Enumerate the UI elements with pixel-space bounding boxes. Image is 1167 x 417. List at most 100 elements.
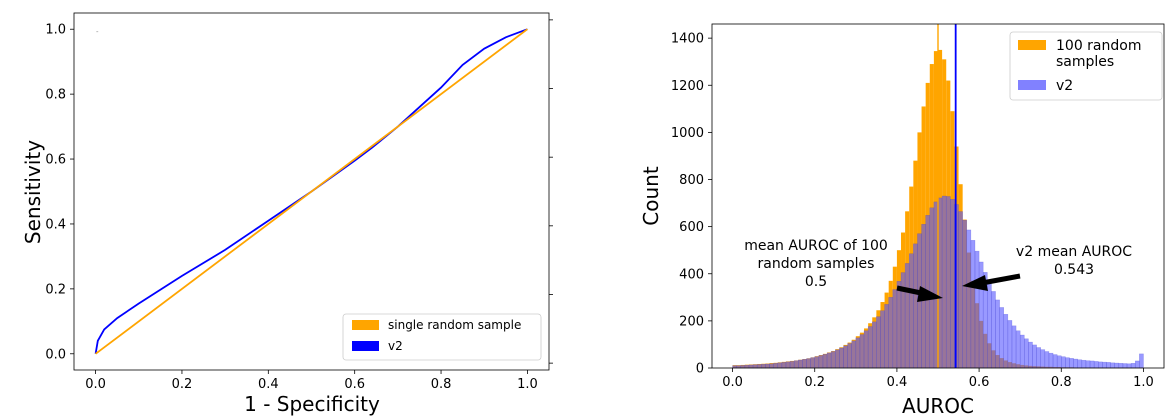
roc-x-tick-label: 0.6 [344, 377, 365, 392]
hist-bar-v2 [777, 362, 783, 369]
hist-x-tick-label: 0.2 [804, 375, 825, 390]
hist-bar-v2 [863, 330, 869, 369]
hist-bar-v2 [962, 220, 968, 369]
hist-bar-v2 [999, 307, 1005, 369]
roc-y-tick-label: 0.4 [45, 217, 66, 232]
hist-bar-v2 [814, 356, 820, 369]
hist-x-tick-label: 1.0 [1133, 375, 1154, 390]
roc-legend-frame [342, 313, 542, 361]
hist-x-tick-label: 0.4 [887, 375, 908, 390]
hist-bar-v2 [1130, 363, 1136, 369]
hist-bar-v2 [1077, 359, 1083, 369]
hist-bar-v2 [818, 355, 824, 369]
hist-bar-v2 [1139, 353, 1144, 369]
annotation-random-arrow-head [917, 286, 943, 302]
hist-bar-v2 [1085, 360, 1091, 369]
hist-bar-v2 [798, 359, 803, 369]
annotation-v2-arrow-head [962, 275, 988, 291]
hist-bar-v2 [826, 352, 832, 369]
roc-line-random [95, 28, 528, 355]
annotation-v2-line2: 0.543 [1054, 262, 1094, 278]
hist-y-tick-label: 0 [696, 362, 704, 377]
hist-bar-v2 [773, 363, 779, 369]
hist-bar-v2 [781, 362, 787, 369]
hist-x-axis: 0.0 0.2 0.4 0.6 0.8 1.0 [722, 368, 1154, 390]
hist-bar-v2 [908, 253, 914, 369]
roc-y-tick-label: 0.0 [45, 347, 66, 362]
hist-y-tick-label: 1200 [671, 79, 704, 94]
hist-bar-v2 [835, 349, 840, 369]
annotation-random-line1: mean AUROC of 100 [744, 238, 888, 254]
hist-bar-v2 [966, 229, 972, 369]
hist-legend-frame [1009, 31, 1163, 101]
hist-bar-v2 [789, 361, 795, 369]
hist-bar-v2 [991, 291, 996, 369]
hist-bar-v2 [872, 321, 877, 369]
hist-bar-v2 [1011, 325, 1017, 369]
hist-plot-frame [711, 23, 1165, 369]
annotation-v2-line1: v2 mean AUROC [1016, 244, 1132, 260]
hist-bar-v2 [958, 211, 963, 369]
hist-bar-v2 [761, 363, 766, 369]
roc-y-axis: 0.0 0.2 0.4 0.6 0.8 1.0 [45, 23, 74, 362]
annotation-v2-mean: v2 mean AUROC 0.543 [962, 244, 1132, 291]
roc-legend-label-random: single random sample [388, 318, 521, 332]
roc-curves [94, 28, 528, 355]
hist-y-axis-label: Count [639, 166, 663, 226]
hist-bar-v2 [1003, 314, 1009, 369]
hist-bar-v2 [1081, 359, 1087, 369]
hist-bar-v2 [855, 337, 861, 369]
hist-legend-swatch-v2 [1018, 80, 1046, 90]
hist-bar-v2 [884, 304, 889, 369]
hist-bar-v2 [929, 207, 935, 369]
hist-bar-v2 [793, 360, 799, 369]
hist-x-axis-label: AUROC [902, 394, 974, 417]
hist-bar-v2 [785, 361, 791, 369]
hist-bar-v2 [876, 316, 881, 369]
hist-bar-v2 [744, 364, 750, 369]
hist-bar-v2 [752, 364, 758, 369]
hist-legend-label-random-1: 100 random [1056, 38, 1141, 54]
hist-y-tick-label: 400 [679, 267, 704, 282]
roc-x-tick-label: 0.0 [85, 377, 106, 392]
hist-bar-v2 [822, 354, 828, 369]
hist-legend-label-random-2: samples [1056, 54, 1114, 70]
auroc-histogram-chart: 0.0 0.2 0.4 0.6 0.8 1.0 0 200 400 600 800 1000 1200… [639, 23, 1165, 417]
hist-bar-v2 [1110, 362, 1115, 369]
hist-bar-v2 [995, 299, 1000, 369]
hist-bar-v2 [765, 363, 770, 369]
roc-legend-label-v2: v2 [388, 339, 403, 353]
hist-bar-v2 [1015, 330, 1021, 369]
roc-x-axis: 0.0 0.2 0.4 0.6 0.8 1.0 [85, 370, 538, 392]
hist-mean-lines [937, 24, 957, 368]
hist-bar-v2 [892, 289, 898, 369]
hist-bar-v2 [1056, 355, 1062, 369]
hist-bar-v2 [1036, 347, 1041, 369]
roc-stray-mark: - [96, 28, 99, 36]
roc-legend-swatch-random [352, 320, 379, 330]
hist-bar-v2 [1044, 351, 1050, 369]
hist-legend-label-v2: v2 [1056, 78, 1073, 94]
hist-bar-v2 [1118, 363, 1124, 369]
hist-bar-v2 [970, 240, 976, 369]
roc-x-axis-label: 1 - Specificity [244, 392, 380, 416]
hist-bar-v2 [974, 250, 980, 369]
hist-bar-v2 [1061, 356, 1066, 369]
hist-bar-v2 [941, 195, 947, 369]
hist-bar-v2 [806, 358, 811, 369]
roc-y-tick-label: 1.0 [45, 23, 66, 38]
hist-bar-v2 [888, 297, 894, 369]
hist-y-axis: 0 200 400 600 800 1000 1200 1400 [671, 32, 712, 377]
hist-x-tick-label: 0.8 [1051, 375, 1072, 390]
hist-bar-v2 [1019, 334, 1025, 369]
roc-x-tick-label: 1.0 [517, 377, 538, 392]
hist-bar-v2 [1073, 358, 1078, 369]
hist-bar-v2 [1134, 360, 1140, 369]
hist-x-tick-label: 0.6 [969, 375, 990, 390]
hist-bar-v2 [904, 263, 910, 369]
roc-legend-swatch-v2 [352, 341, 379, 351]
hist-bar-v2 [851, 340, 857, 369]
hist-bar-v2 [880, 310, 885, 369]
roc-x-tick-label: 0.8 [431, 377, 452, 392]
